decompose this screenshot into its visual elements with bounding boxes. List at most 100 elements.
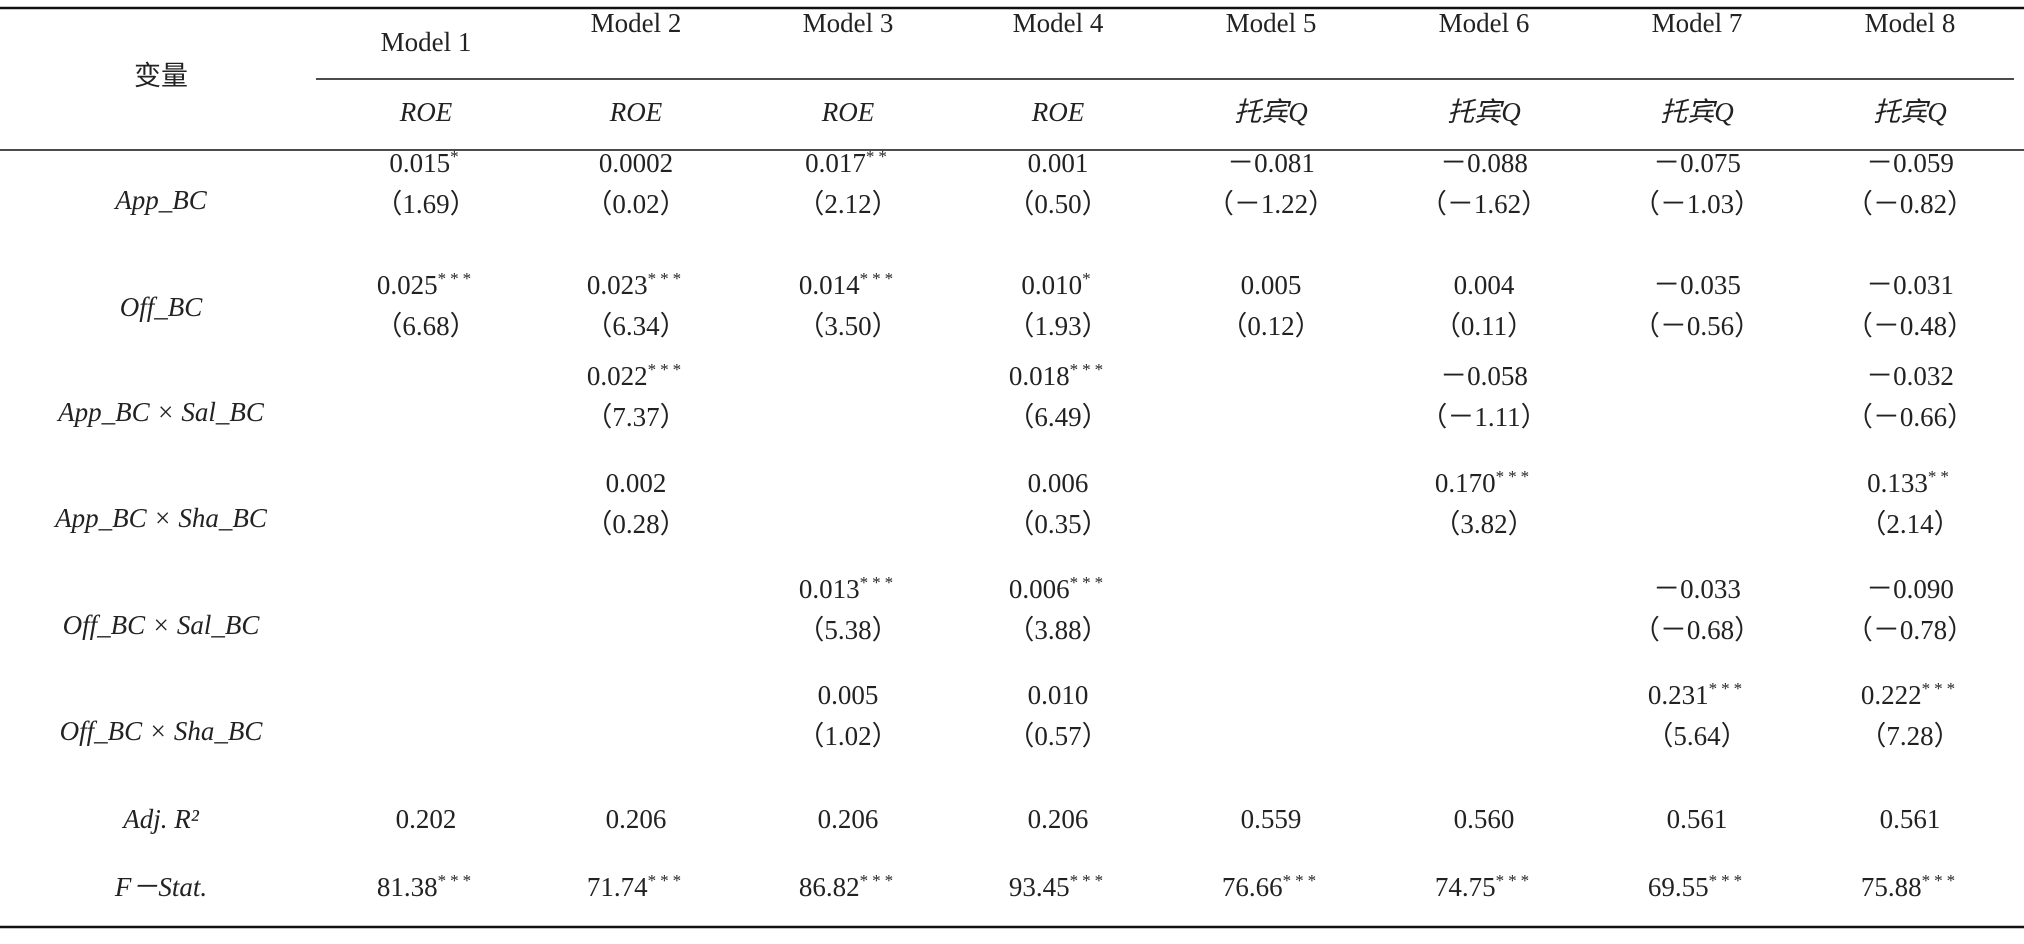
coef-value: 0.006 bbox=[1009, 574, 1070, 604]
coefficient: 0.017** bbox=[805, 147, 891, 178]
significance-stars: *** bbox=[648, 269, 686, 288]
t-statistic: （－0.48） bbox=[1846, 311, 1974, 341]
coefficient: 0.023*** bbox=[587, 269, 685, 300]
coef-value: －0.031 bbox=[1866, 270, 1954, 300]
dependent-header: ROE bbox=[399, 97, 453, 127]
t-statistic: （－0.66） bbox=[1846, 402, 1974, 432]
coef-value: 0.010 bbox=[1028, 680, 1089, 710]
coef-value: 0.017 bbox=[805, 148, 866, 178]
model-header: Model 2 bbox=[591, 8, 682, 38]
coefficient: 0.560 bbox=[1454, 804, 1515, 834]
coef-value: 0.002 bbox=[606, 468, 667, 498]
significance-stars: *** bbox=[1283, 871, 1321, 890]
model-header: Model 3 bbox=[803, 8, 894, 38]
coef-value: －0.075 bbox=[1653, 148, 1741, 178]
coef-value: －0.090 bbox=[1866, 574, 1954, 604]
coef-value: 86.82 bbox=[799, 872, 860, 902]
variable-label: App_BC × Sal_BC bbox=[56, 397, 265, 427]
coefficient: 0.559 bbox=[1241, 804, 1302, 834]
significance-stars: ** bbox=[866, 147, 891, 166]
coefficient: 0.015* bbox=[389, 147, 462, 178]
coef-value: 0.133 bbox=[1867, 468, 1928, 498]
model-header: Model 4 bbox=[1013, 8, 1104, 38]
coef-value: －0.035 bbox=[1653, 270, 1741, 300]
variable-label: Adj. R² bbox=[121, 804, 199, 834]
coefficient: －0.031 bbox=[1866, 270, 1954, 300]
coef-value: －0.058 bbox=[1440, 361, 1528, 391]
coef-value: 0.010 bbox=[1021, 270, 1082, 300]
coefficient: 0.005 bbox=[1241, 270, 1302, 300]
t-statistic: （7.37） bbox=[585, 402, 686, 432]
coefficient: 71.74*** bbox=[587, 871, 685, 902]
significance-stars: *** bbox=[1922, 871, 1960, 890]
coef-value: －0.033 bbox=[1653, 574, 1741, 604]
significance-stars: *** bbox=[438, 871, 476, 890]
t-statistic: （5.64） bbox=[1646, 721, 1747, 751]
coefficient: 0.010* bbox=[1021, 269, 1094, 300]
model-header: Model 7 bbox=[1652, 8, 1743, 38]
coef-value: 0.001 bbox=[1028, 148, 1089, 178]
coef-value: －0.059 bbox=[1866, 148, 1954, 178]
t-statistic: （0.28） bbox=[585, 509, 686, 539]
dependent-header: 托宾Q bbox=[1234, 97, 1308, 127]
coefficient: 0.001 bbox=[1028, 148, 1089, 178]
coef-value: 0.222 bbox=[1861, 680, 1922, 710]
t-statistic: （0.50） bbox=[1007, 189, 1108, 219]
coef-value: 71.74 bbox=[587, 872, 648, 902]
coefficient: 0.006*** bbox=[1009, 573, 1107, 604]
variable-label: Off_BC bbox=[120, 292, 203, 322]
t-statistic: （1.93） bbox=[1007, 311, 1108, 341]
coefficient: －0.088 bbox=[1440, 148, 1528, 178]
dependent-header: ROE bbox=[821, 97, 875, 127]
t-statistic: （6.68） bbox=[375, 311, 476, 341]
coef-value: 0.005 bbox=[1241, 270, 1302, 300]
t-statistic: （－1.62） bbox=[1420, 189, 1548, 219]
significance-stars: *** bbox=[1709, 679, 1747, 698]
model-header: Model 1 bbox=[381, 27, 472, 57]
t-statistic: （0.02） bbox=[585, 189, 686, 219]
coef-value: 0.005 bbox=[818, 680, 879, 710]
coef-value: 0.561 bbox=[1880, 804, 1941, 834]
dependent-header: ROE bbox=[1031, 97, 1085, 127]
t-statistic: （1.02） bbox=[797, 721, 898, 751]
coefficient: －0.090 bbox=[1866, 574, 1954, 604]
t-statistic: （－1.22） bbox=[1207, 189, 1335, 219]
coef-value: 0.560 bbox=[1454, 804, 1515, 834]
coefficient: 0.014*** bbox=[799, 269, 897, 300]
coefficient: 0.0002 bbox=[599, 148, 673, 178]
t-statistic: （5.38） bbox=[797, 615, 898, 645]
coef-value: 0.559 bbox=[1241, 804, 1302, 834]
variable-label: Off_BC × Sha_BC bbox=[60, 716, 264, 746]
coefficient: 0.013*** bbox=[799, 573, 897, 604]
significance-stars: *** bbox=[1070, 360, 1108, 379]
significance-stars: *** bbox=[1496, 467, 1534, 486]
coefficient: 0.561 bbox=[1667, 804, 1728, 834]
dependent-header: ROE bbox=[609, 97, 663, 127]
significance-stars: *** bbox=[648, 360, 686, 379]
coef-value: 0.170 bbox=[1435, 468, 1496, 498]
t-statistic: （0.57） bbox=[1007, 721, 1108, 751]
significance-stars: *** bbox=[860, 573, 898, 592]
coef-value: 74.75 bbox=[1435, 872, 1496, 902]
significance-stars: *** bbox=[1709, 871, 1747, 890]
model-header: Model 6 bbox=[1439, 8, 1530, 38]
coef-value: 0.018 bbox=[1009, 361, 1070, 391]
coef-value: －0.032 bbox=[1866, 361, 1954, 391]
coef-value: 0.025 bbox=[377, 270, 438, 300]
dependent-header: 托宾Q bbox=[1660, 97, 1734, 127]
t-statistic: （0.11） bbox=[1434, 311, 1534, 341]
coef-value: 0.004 bbox=[1454, 270, 1515, 300]
coefficient: －0.032 bbox=[1866, 361, 1954, 391]
coef-value: －0.081 bbox=[1227, 148, 1315, 178]
coefficient: 0.004 bbox=[1454, 270, 1515, 300]
t-statistic: （－1.03） bbox=[1633, 189, 1761, 219]
coefficient: －0.058 bbox=[1440, 361, 1528, 391]
coef-value: 0.206 bbox=[1028, 804, 1089, 834]
significance-stars: *** bbox=[438, 269, 476, 288]
coefficient: 0.206 bbox=[1028, 804, 1089, 834]
significance-stars: ** bbox=[1928, 467, 1953, 486]
coefficient: －0.075 bbox=[1653, 148, 1741, 178]
coefficient: 86.82*** bbox=[799, 871, 897, 902]
coef-value: 0.206 bbox=[606, 804, 667, 834]
